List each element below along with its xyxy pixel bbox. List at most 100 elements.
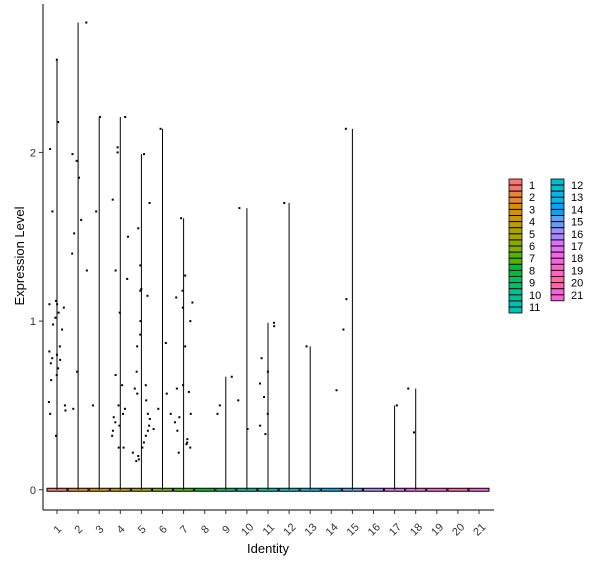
data-point bbox=[246, 428, 249, 431]
data-point bbox=[139, 289, 142, 292]
legend-item-15: 15 bbox=[550, 215, 583, 229]
legend-label: 20 bbox=[571, 278, 583, 290]
y-tick-label: 0 bbox=[30, 485, 36, 497]
x-tick-label: 15 bbox=[345, 521, 362, 538]
data-point bbox=[72, 407, 75, 410]
data-point bbox=[85, 21, 88, 24]
data-point bbox=[237, 399, 240, 402]
data-point bbox=[144, 434, 147, 437]
data-point bbox=[165, 392, 168, 395]
legend-label: 6 bbox=[529, 241, 535, 253]
data-point bbox=[118, 424, 121, 427]
data-point bbox=[135, 370, 138, 373]
data-point bbox=[189, 412, 192, 415]
violin-cluster-6 bbox=[152, 128, 173, 492]
data-point bbox=[136, 345, 139, 348]
data-point bbox=[80, 218, 83, 221]
x-tick-label: 19 bbox=[429, 521, 446, 538]
data-point bbox=[91, 404, 94, 407]
violin-cluster-5 bbox=[130, 154, 152, 492]
data-point bbox=[305, 345, 308, 348]
data-point bbox=[48, 303, 51, 306]
data-point bbox=[157, 407, 160, 410]
legend-label: 19 bbox=[571, 265, 583, 277]
data-point bbox=[57, 367, 60, 370]
legend-item-3: 3 bbox=[508, 202, 535, 216]
data-point bbox=[181, 306, 184, 309]
violin-cluster-11 bbox=[257, 322, 279, 492]
legend-item-9: 9 bbox=[508, 276, 535, 290]
data-point bbox=[185, 443, 188, 446]
data-point bbox=[139, 320, 142, 323]
legend-label: 13 bbox=[571, 192, 583, 204]
legend-item-18: 18 bbox=[550, 251, 583, 265]
data-point bbox=[78, 176, 81, 179]
data-point bbox=[71, 153, 74, 156]
data-point bbox=[95, 210, 98, 213]
violin-cluster-8 bbox=[194, 487, 216, 492]
data-point bbox=[139, 264, 142, 267]
x-tick-label: 4 bbox=[115, 523, 128, 536]
violin-cluster-2 bbox=[67, 22, 89, 492]
jitter-points bbox=[47, 21, 415, 463]
violin-cluster-9 bbox=[215, 376, 237, 492]
y-axis: 0 1 2 bbox=[30, 4, 44, 510]
x-tick-label: 12 bbox=[281, 521, 298, 538]
legend-label: 2 bbox=[529, 192, 535, 204]
data-point bbox=[137, 227, 140, 230]
data-point bbox=[140, 288, 143, 291]
legend-item-5: 5 bbox=[508, 227, 535, 241]
legend-label: 9 bbox=[529, 278, 535, 290]
data-point bbox=[174, 421, 177, 424]
y-tick-label: 2 bbox=[30, 147, 36, 159]
legend-label: 3 bbox=[529, 204, 535, 216]
data-point bbox=[176, 429, 179, 432]
data-point bbox=[55, 58, 58, 61]
violin-cluster-19 bbox=[426, 487, 448, 492]
legend-label: 10 bbox=[529, 290, 541, 302]
data-point bbox=[187, 390, 190, 393]
violin-cluster-15 bbox=[341, 128, 363, 492]
legend-label: 17 bbox=[571, 241, 583, 253]
data-point bbox=[266, 412, 269, 415]
data-point bbox=[52, 323, 55, 326]
data-point bbox=[182, 384, 185, 387]
data-point bbox=[141, 446, 144, 449]
x-tick-label: 16 bbox=[366, 521, 383, 538]
legend-item-20: 20 bbox=[550, 276, 583, 290]
data-point bbox=[146, 412, 149, 415]
data-point bbox=[191, 301, 194, 304]
violin-base bbox=[363, 487, 384, 492]
violin-cluster-17 bbox=[384, 405, 406, 492]
data-point bbox=[148, 417, 151, 420]
legend-item-4: 4 bbox=[508, 215, 535, 229]
data-point bbox=[49, 412, 52, 415]
violin-base bbox=[320, 487, 342, 492]
data-point bbox=[184, 274, 187, 277]
violin-cluster-18 bbox=[405, 388, 427, 492]
legend-item-16: 16 bbox=[550, 227, 583, 241]
x-tick-label: 3 bbox=[94, 523, 107, 536]
data-point bbox=[63, 404, 66, 407]
data-point bbox=[114, 421, 117, 424]
data-point bbox=[178, 416, 181, 419]
data-point bbox=[186, 438, 189, 441]
legend-item-7: 7 bbox=[508, 251, 535, 265]
data-point bbox=[49, 362, 52, 365]
violin-cluster-12 bbox=[278, 203, 300, 492]
x-tick-label: 7 bbox=[178, 523, 191, 536]
violin-cluster-13 bbox=[299, 346, 321, 492]
data-point bbox=[58, 345, 61, 348]
x-axis-title: Identity bbox=[247, 541, 289, 556]
data-point bbox=[342, 328, 345, 331]
legend-label: 16 bbox=[571, 229, 583, 241]
data-point bbox=[122, 446, 125, 449]
data-point bbox=[55, 353, 58, 356]
data-point bbox=[114, 374, 117, 377]
data-point bbox=[175, 296, 178, 299]
data-point bbox=[264, 433, 267, 436]
data-point bbox=[137, 455, 140, 458]
data-point bbox=[47, 401, 50, 404]
violin-base bbox=[468, 487, 490, 492]
